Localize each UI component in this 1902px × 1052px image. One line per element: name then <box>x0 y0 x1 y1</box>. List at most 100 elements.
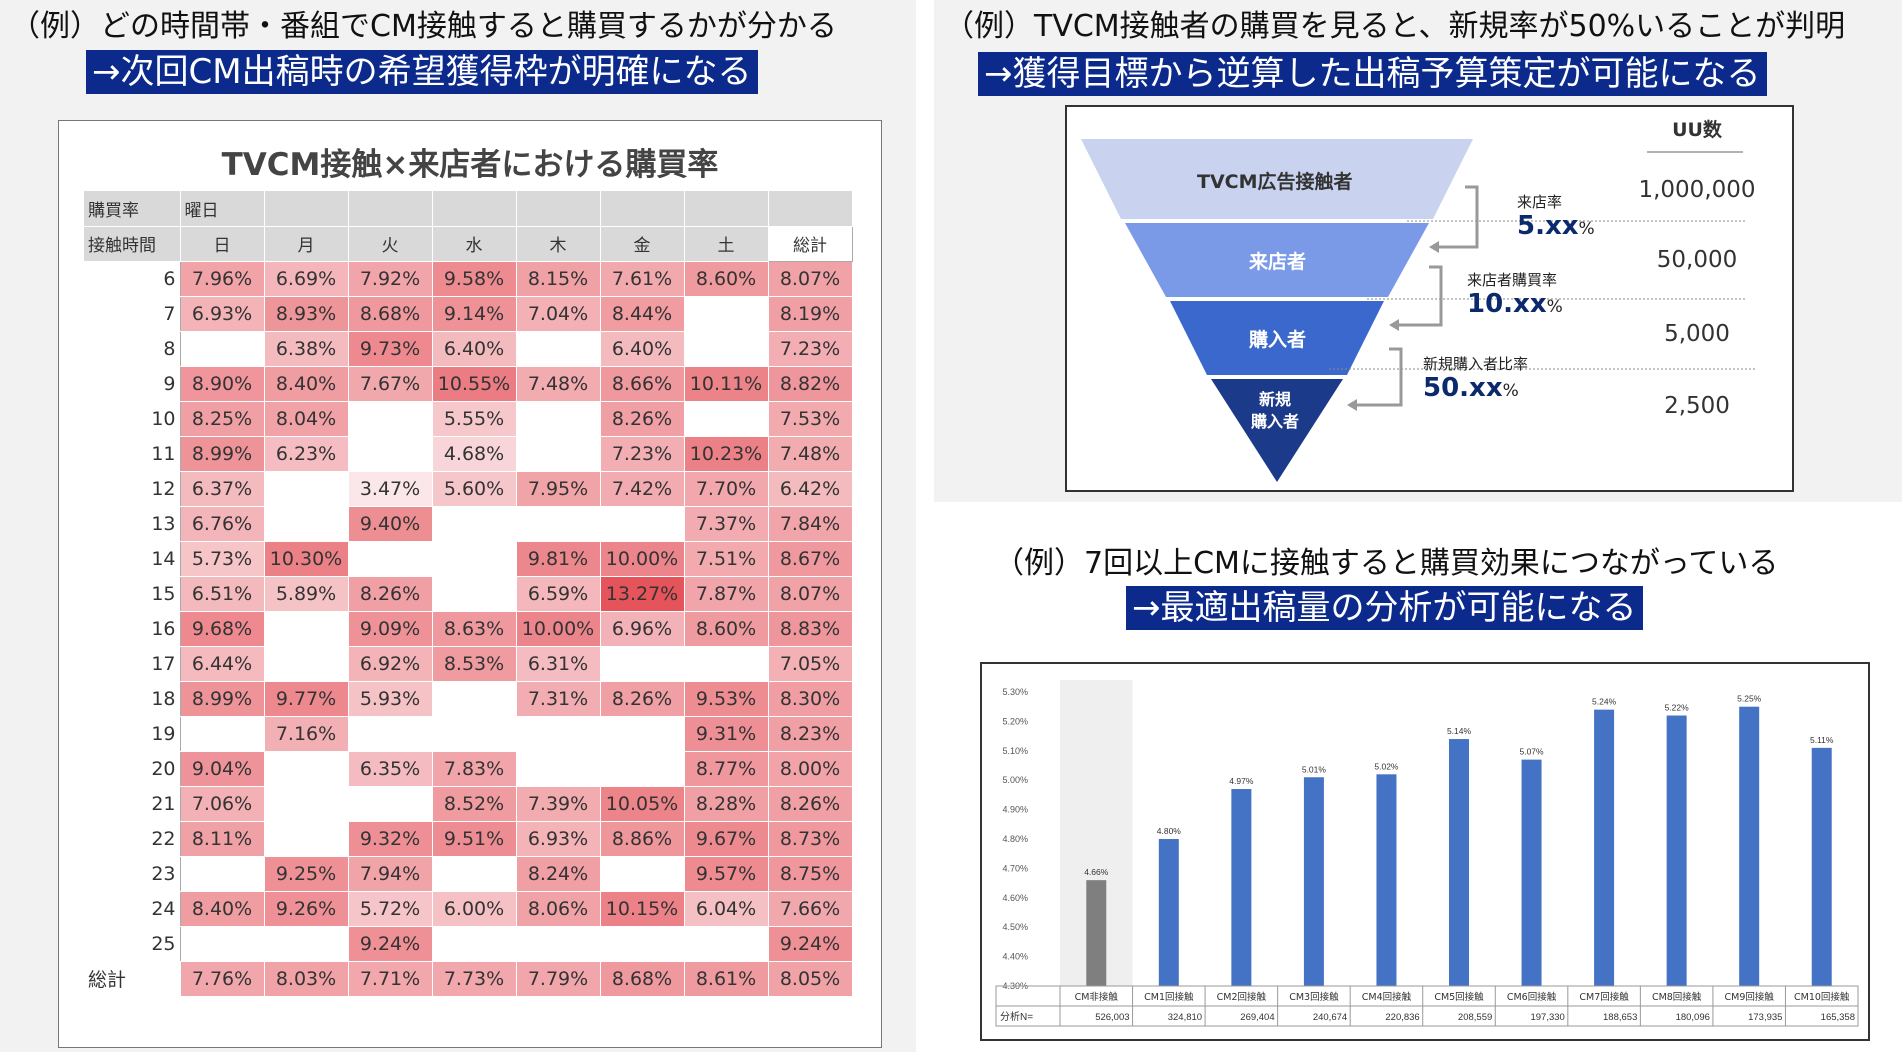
y-tick-label: 5.00% <box>1002 775 1028 785</box>
heatmap-row-label: 12 <box>84 471 181 507</box>
rate-label-2: 来店者購買率 <box>1467 271 1558 289</box>
n-value: 188,653 <box>1603 1012 1637 1023</box>
heatmap-cell <box>348 716 433 752</box>
bar-value-label: 5.07% <box>1519 747 1544 757</box>
heatmap-cell <box>264 786 349 822</box>
heatmap-header-blank <box>348 191 433 227</box>
bar-value-label: 4.80% <box>1157 826 1182 836</box>
heatmap-cell: 8.26% <box>600 681 685 717</box>
heatmap-cell <box>348 436 433 472</box>
heatmap-cell: 5.73% <box>180 541 265 577</box>
heatmap-cell: 7.31% <box>516 681 601 717</box>
heatmap-column-header: 日 <box>180 226 265 262</box>
heatmap-cell: 10.30% <box>264 541 349 577</box>
heatmap-cell: 9.81% <box>516 541 601 577</box>
funnel-stage-1 <box>1081 139 1473 219</box>
heatmap-total-label: 総計 <box>84 960 181 997</box>
heatmap-header-blank <box>768 191 853 227</box>
heatmap-cell: 9.25% <box>264 856 349 892</box>
heatmap-header-blank <box>684 191 769 227</box>
heatmap-total-cell: 7.76% <box>180 960 265 997</box>
heatmap-row: 21 7.06% 8.52% 7.39% 10.05% 8.28% 8.26% <box>84 786 853 822</box>
heatmap-cell <box>264 821 349 857</box>
heatmap-cell <box>348 541 433 577</box>
heatmap-cell: 8.25% <box>180 401 265 437</box>
heatmap-cell: 9.57% <box>684 856 769 892</box>
category-label: CM5回接触 <box>1434 991 1484 1003</box>
heatmap-row: 11 8.99% 6.23% 4.68% 7.23% 10.23% 7.48% <box>84 436 853 472</box>
heatmap-cell: 9.31% <box>684 716 769 752</box>
heatmap-cell <box>264 926 349 962</box>
heatmap-cell: 6.93% <box>180 296 265 332</box>
heatmap-table: 購買率 曜日 接触時間日月火水木金土総計 6 7.96% 6.69% 7.92% 9.58% 8… <box>84 191 853 997</box>
n-value: 165,358 <box>1821 1012 1855 1023</box>
heatmap-cell <box>432 541 517 577</box>
y-tick-label: 5.20% <box>1002 716 1028 726</box>
heatmap-cell: 9.26% <box>264 891 349 927</box>
heatmap-cell <box>432 856 517 892</box>
heatmap-cell: 8.73% <box>768 821 853 857</box>
heatmap-column-header: 月 <box>264 226 349 262</box>
heatmap-cell: 8.60% <box>684 611 769 647</box>
category-label: CM非接触 <box>1075 991 1119 1003</box>
heatmap-column-header: 水 <box>432 226 517 262</box>
heatmap-cell: 7.39% <box>516 786 601 822</box>
heatmap-cell: 8.99% <box>180 436 265 472</box>
n-value: 220,836 <box>1385 1012 1419 1023</box>
heatmap-heading: （例）どの時間帯・番組でCM接触すると購買するかが分かる <box>10 9 837 44</box>
category-label: CM2回接触 <box>1217 991 1267 1003</box>
heatmap-cell <box>432 576 517 612</box>
heatmap-cell <box>432 681 517 717</box>
funnel-stage-1-label: TVCM広告接触者 <box>1197 171 1353 193</box>
heatmap-header-weekday: 曜日 <box>180 191 265 227</box>
heatmap-row-label: 20 <box>84 751 181 787</box>
y-tick-label: 4.70% <box>1002 863 1028 873</box>
funnel-stage-2 <box>1125 223 1429 297</box>
heatmap-cell: 9.73% <box>348 331 433 367</box>
heatmap-column-header: 木 <box>516 226 601 262</box>
heatmap-row: 7 6.93% 8.93% 8.68% 9.14% 7.04% 8.44% 8.19% <box>84 296 853 332</box>
heatmap-row: 13 6.76% 9.40% 7.37% 7.84% <box>84 506 853 542</box>
heatmap-row-label: 25 <box>84 926 181 962</box>
heatmap-cell: 6.38% <box>264 331 349 367</box>
heatmap-row-label: 17 <box>84 646 181 682</box>
bar-heading: （例）7回以上CMに接触すると購買効果につながっている <box>994 546 1779 581</box>
bar <box>1158 839 1179 986</box>
heatmap-cell: 7.83% <box>432 751 517 787</box>
heatmap-row: 15 6.51% 5.89% 8.26% 6.59% 13.27% 7.87% 8.07% <box>84 576 853 612</box>
heatmap-cell: 6.92% <box>348 646 433 682</box>
bar <box>1449 739 1469 986</box>
heatmap-row: 23 9.25% 7.94% 8.24% 9.57% 8.75% <box>84 856 853 892</box>
heatmap-cell: 8.67% <box>768 541 853 577</box>
heatmap-cell: 5.72% <box>348 891 433 927</box>
heatmap-row: 9 8.90% 8.40% 7.67% 10.55% 7.48% 8.66% 10.11% 8.… <box>84 366 853 402</box>
heatmap-row: 24 8.40% 9.26% 5.72% 6.00% 8.06% 10.15% 6.04% 7.… <box>84 891 853 927</box>
heatmap-cell: 6.00% <box>432 891 517 927</box>
heatmap-row: 6 7.96% 6.69% 7.92% 9.58% 8.15% 7.61% 8.60% 8.07… <box>84 261 853 297</box>
heatmap-cell <box>684 926 769 962</box>
heatmap-cell: 8.93% <box>264 296 349 332</box>
heatmap-cell <box>516 751 601 787</box>
funnel-stage-2-label: 来店者 <box>1249 251 1307 273</box>
heatmap-cell: 9.67% <box>684 821 769 857</box>
heatmap-cell: 10.23% <box>684 436 769 472</box>
bar <box>1666 715 1687 986</box>
heatmap-cell: 7.48% <box>516 366 601 402</box>
heatmap-cell: 8.11% <box>180 821 265 857</box>
heatmap-cell: 8.75% <box>768 856 853 892</box>
heatmap-row-label: 15 <box>84 576 181 612</box>
rate-value-1: 5.xx% <box>1517 211 1595 241</box>
heatmap-cell <box>684 646 769 682</box>
heatmap-cell: 9.24% <box>348 926 433 962</box>
heatmap-cell: 9.58% <box>432 261 517 297</box>
heatmap-total-cell: 8.03% <box>264 960 349 997</box>
heatmap-cell: 6.40% <box>432 331 517 367</box>
heatmap-cell: 5.93% <box>348 681 433 717</box>
heatmap-cell: 8.15% <box>516 261 601 297</box>
bar-value-label: 5.25% <box>1737 694 1762 704</box>
heatmap-cell: 10.11% <box>684 366 769 402</box>
bar <box>1086 880 1107 986</box>
heatmap-cell: 10.55% <box>432 366 517 402</box>
heatmap-total-cell: 7.79% <box>516 960 601 997</box>
funnel-box: TVCM広告接触者 来店者 購入者 新規 購入者 UU数 1,000,000 5… <box>1065 105 1794 492</box>
